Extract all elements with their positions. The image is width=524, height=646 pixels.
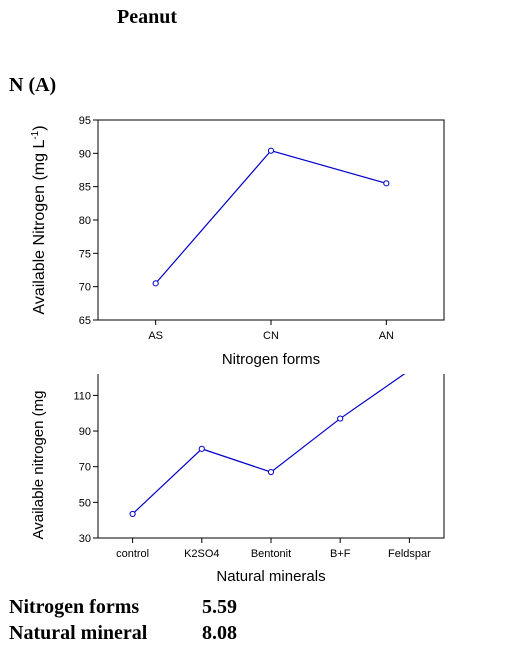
y-tick-label: 90 — [79, 426, 91, 438]
data-point — [129, 510, 136, 518]
data-layer — [129, 368, 412, 518]
stat-value: 5.59 — [202, 596, 237, 618]
y-tick-label: 95 — [79, 115, 91, 127]
plot-frame — [97, 374, 445, 539]
stat-label: Nitrogen forms — [9, 596, 140, 618]
data-point — [407, 368, 412, 373]
x-tick-label: Feldspar — [388, 548, 431, 560]
stats-block: Nitrogen forms 5.59 Natural mineral 8.08 — [9, 594, 237, 646]
data-layer — [152, 147, 390, 287]
panel-label: N (A) — [9, 74, 57, 96]
x-tick-label: control — [116, 548, 149, 560]
y-tick-label: 30 — [79, 533, 91, 545]
data-point — [267, 468, 275, 476]
stat-label: Natural mineral — [9, 622, 148, 644]
stat-row-natural-mineral: Natural mineral 8.08 — [9, 620, 237, 646]
y-tick-label: 65 — [79, 315, 91, 327]
data-point — [198, 445, 205, 452]
chart-1: 65 70 75 80 85 90 95 AS CN AN Nitrogen forms Availa… — [30, 115, 445, 368]
y-tick-label: 70 — [79, 462, 91, 474]
figure-title: Peanut — [117, 6, 177, 28]
x-tick-label: CN — [263, 330, 279, 342]
x-axis-title: Nitrogen forms — [222, 351, 320, 368]
stat-row-nitrogen-forms: Nitrogen forms 5.59 — [9, 594, 237, 620]
y-axis-title: Available Nitrogen (mg L-1) — [30, 125, 48, 314]
chart-2: 30 50 70 90 110 control K2SO4 Bentonit B+F Feldsp… — [30, 368, 445, 585]
y-tick-label: 75 — [79, 248, 91, 260]
y-tick-label: 50 — [79, 497, 91, 509]
x-tick-label: Bentonit — [251, 548, 291, 560]
x-tick-label: AN — [379, 330, 394, 342]
x-axis-title: Natural minerals — [216, 568, 325, 585]
x-tick-label: K2SO4 — [184, 548, 219, 560]
series-line — [155, 149, 387, 284]
y-axis-title: Available nitrogen (mg — [30, 391, 47, 540]
data-point — [152, 280, 159, 287]
stat-value: 8.08 — [202, 622, 237, 644]
y-tick-label: 110 — [73, 390, 91, 402]
y-tick-label: 90 — [79, 148, 91, 160]
data-point — [337, 415, 344, 422]
x-tick-label: B+F — [330, 548, 351, 560]
x-tick-label: AS — [148, 330, 163, 342]
y-tick-label: 70 — [79, 282, 91, 294]
data-point — [383, 180, 390, 187]
series-line — [132, 374, 406, 515]
y-tick-label: 85 — [79, 182, 91, 194]
data-point — [267, 147, 275, 154]
y-tick-label: 80 — [79, 215, 91, 227]
